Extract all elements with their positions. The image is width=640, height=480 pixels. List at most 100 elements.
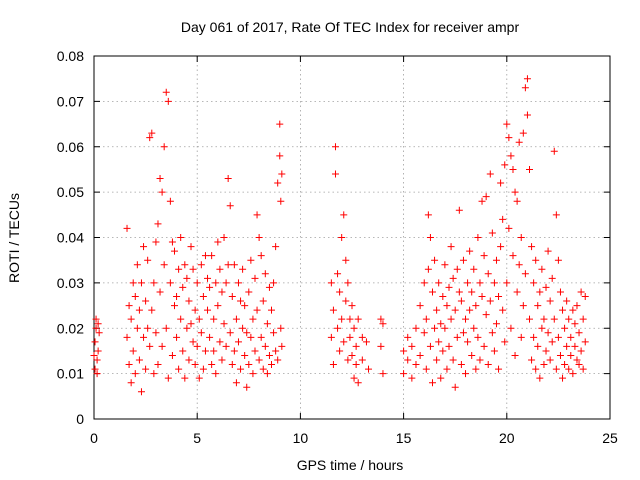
data-point [437,320,445,328]
y-tick-labels: 0 0.01 0.02 0.03 0.04 0.05 0.06 0.07 0.08 [57,48,84,427]
data-point [445,342,453,350]
data-point [331,143,339,151]
data-point [575,361,583,369]
data-point [259,297,267,305]
data-point [358,333,366,341]
data-point [201,252,209,260]
data-point [567,351,575,359]
data-point [490,279,498,287]
data-point [569,370,577,378]
data-point [420,279,428,287]
data-point [177,315,185,323]
data-point [142,365,150,373]
y-tick-label: 0.05 [57,184,84,200]
data-point [412,361,420,369]
data-point [278,170,286,178]
data-point [185,356,193,364]
data-point [482,311,490,319]
data-point [123,333,131,341]
data-point [352,342,360,350]
data-point [239,324,247,332]
data-point [181,261,189,269]
data-point [511,351,519,359]
x-tick-label: 15 [396,430,412,446]
data-point [133,324,141,332]
data-point [412,324,420,332]
data-point [447,315,455,323]
data-point [158,188,166,196]
data-point [125,302,133,310]
data-point [144,324,152,332]
data-point [565,315,573,323]
data-point [495,365,503,373]
data-point [150,279,158,287]
data-point [509,165,517,173]
data-point [208,361,216,369]
data-point [499,215,507,223]
data-point [521,84,529,92]
data-point [336,288,344,296]
data-point [334,324,342,332]
data-point [433,356,441,364]
data-points [90,75,589,396]
data-point [577,347,585,355]
data-point [552,365,560,373]
data-point [519,302,527,310]
data-point [234,338,242,346]
data-point [210,315,218,323]
data-point [168,238,176,246]
data-point [540,315,548,323]
data-point [251,274,259,282]
data-point [490,347,498,355]
data-point [362,338,370,346]
data-point [135,306,143,314]
data-point [93,356,101,364]
data-point [472,365,480,373]
data-point [334,270,342,278]
data-point [474,333,482,341]
x-tick-label: 5 [193,430,201,446]
data-point [206,283,214,291]
data-point [91,365,99,373]
data-point [346,315,354,323]
data-point [468,288,476,296]
data-point [183,274,191,282]
data-point [556,288,564,296]
data-point [230,261,238,269]
data-point [224,175,232,183]
data-point [517,333,525,341]
data-point [249,370,257,378]
data-point [449,274,457,282]
data-point [497,179,505,187]
data-point [216,338,224,346]
data-point [170,302,178,310]
data-point [422,315,430,323]
data-point [472,302,480,310]
data-point [191,361,199,369]
data-point [575,329,583,337]
data-point [439,292,447,300]
data-point [226,202,234,210]
x-tick-label: 20 [499,430,515,446]
data-point [261,270,269,278]
data-point [181,374,189,382]
data-point [484,270,492,278]
data-point [379,320,387,328]
data-point [542,347,550,355]
data-point [509,252,517,260]
data-point [453,333,461,341]
data-point [488,329,496,337]
data-point [346,333,354,341]
data-point [462,370,470,378]
data-point [342,256,350,264]
data-point [459,329,467,337]
data-point [177,234,185,241]
y-tick-label: 0.04 [57,230,84,246]
data-point [404,356,412,364]
data-point [455,206,463,214]
y-tick-label: 0.07 [57,93,84,109]
data-point [523,75,531,83]
data-point [517,234,525,241]
data-point [173,333,181,341]
data-point [457,361,465,369]
